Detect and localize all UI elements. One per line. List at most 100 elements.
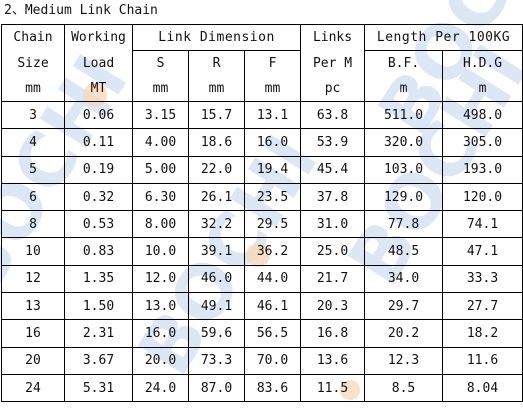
cell-f: 46.1 [243,292,302,321]
cell-r: 73.3 [188,346,245,375]
header-row-1: Chain Working Link Dimension Links Lengt… [1,24,523,51]
cell-length-hdg: 120.0 [442,182,523,212]
cell-f: 56.5 [243,319,302,348]
unit-chain-size: mm [1,76,65,102]
cell-working-load: 1.50 [64,292,133,321]
header-working-load-2: Load [64,50,133,76]
cell-working-load: 0.06 [64,100,133,130]
unit-s: mm [132,76,189,102]
cell-links-per-m: 25.0 [300,237,366,266]
cell-s: 10.0 [132,237,189,266]
header-length-per: Length Per 100KG [364,24,523,51]
cell-chain-size: 8 [1,210,65,239]
unit-bf: m [364,76,444,102]
cell-length-hdg: 74.1 [442,210,523,239]
cell-f: 44.0 [243,264,302,294]
cell-r: 15.7 [188,100,245,130]
cell-s: 20.0 [132,346,189,375]
cell-working-load: 0.53 [64,210,133,239]
cell-s: 3.15 [132,100,189,130]
cell-r: 46.0 [188,264,245,294]
cell-s: 12.0 [132,264,189,294]
header-links: Links [300,24,366,51]
cell-links-per-m: 37.8 [300,182,366,212]
cell-chain-size: 16 [1,319,65,348]
cell-length-hdg: 47.1 [442,237,523,266]
cell-r: 49.1 [188,292,245,321]
header-links-2: Per M [300,50,366,76]
cell-chain-size: 4 [1,128,65,157]
table-row: 5 0.19 5.00 22.0 19.4 45.4 103.0 193.0 [1,155,523,184]
cell-r: 32.2 [188,210,245,239]
cell-r: 18.6 [188,128,245,157]
unit-working-load: MT [64,76,133,102]
cell-links-per-m: 53.9 [300,128,366,157]
cell-length-bf: 320.0 [364,128,444,157]
cell-f: 23.5 [243,182,302,212]
unit-hdg: m [442,76,523,102]
cell-working-load: 3.67 [64,346,133,375]
table-row: 10 0.83 10.0 39.1 36.2 25.0 48.5 47.1 [1,237,523,266]
cell-chain-size: 12 [1,264,65,294]
cell-chain-size: 20 [1,346,65,375]
cell-f: 29.5 [243,210,302,239]
header-working-load: Working [64,24,133,51]
cell-s: 5.00 [132,155,189,184]
table-row: 13 1.50 13.0 49.1 46.1 20.3 29.7 27.7 [1,292,523,321]
cell-links-per-m: 31.0 [300,210,366,239]
cell-links-per-m: 20.3 [300,292,366,321]
cell-working-load: 1.35 [64,264,133,294]
cell-s: 13.0 [132,292,189,321]
cell-r: 87.0 [188,373,245,403]
cell-working-load: 2.31 [64,319,133,348]
cell-length-bf: 34.0 [364,264,444,294]
table-row: 4 0.11 4.00 18.6 16.0 53.9 320.0 305.0 [1,128,523,157]
table-row: 6 0.32 6.30 26.1 23.5 37.8 129.0 120.0 [1,182,523,212]
cell-working-load: 0.32 [64,182,133,212]
cell-f: 13.1 [243,100,302,130]
header-row-2: Size Load S R F Per M B.F. H.D.G [1,50,523,76]
cell-s: 6.30 [132,182,189,212]
header-col-r: R [188,50,245,76]
header-col-s: S [132,50,189,76]
cell-f: 70.0 [243,346,302,375]
table-row: 16 2.31 16.0 59.6 56.5 16.8 20.2 18.2 [1,319,523,348]
cell-chain-size: 3 [1,100,65,130]
cell-chain-size: 24 [1,373,65,403]
cell-length-hdg: 193.0 [442,155,523,184]
cell-length-hdg: 11.6 [442,346,523,375]
cell-length-bf: 20.2 [364,319,444,348]
cell-length-bf: 511.0 [364,100,444,130]
cell-f: 83.6 [243,373,302,403]
cell-length-hdg: 27.7 [442,292,523,321]
cell-s: 16.0 [132,319,189,348]
cell-length-bf: 129.0 [364,182,444,212]
cell-chain-size: 6 [1,182,65,212]
cell-length-hdg: 33.3 [442,264,523,294]
header-chain-size: Chain [1,24,65,51]
cell-r: 59.6 [188,319,245,348]
cell-r: 22.0 [188,155,245,184]
unit-f: mm [243,76,302,102]
cell-length-hdg: 498.0 [442,100,523,130]
page-title: 2、Medium Link Chain [4,3,158,18]
cell-s: 24.0 [132,373,189,403]
cell-r: 26.1 [188,182,245,212]
cell-f: 36.2 [243,237,302,266]
cell-length-bf: 48.5 [364,237,444,266]
table-row: 8 0.53 8.00 32.2 29.5 31.0 77.8 74.1 [1,210,523,239]
cell-s: 4.00 [132,128,189,157]
cell-working-load: 0.11 [64,128,133,157]
header-chain-size-2: Size [1,50,65,76]
cell-chain-size: 5 [1,155,65,184]
cell-length-hdg: 305.0 [442,128,523,157]
cell-links-per-m: 21.7 [300,264,366,294]
cell-length-hdg: 18.2 [442,319,523,348]
cell-links-per-m: 45.4 [300,155,366,184]
header-col-bf: B.F. [364,50,444,76]
cell-working-load: 0.83 [64,237,133,266]
header-row-3: mm MT mm mm mm pc m m [1,76,523,102]
cell-links-per-m: 11.5 [300,373,366,403]
cell-links-per-m: 16.8 [300,319,366,348]
cell-length-hdg: 8.04 [442,373,523,403]
